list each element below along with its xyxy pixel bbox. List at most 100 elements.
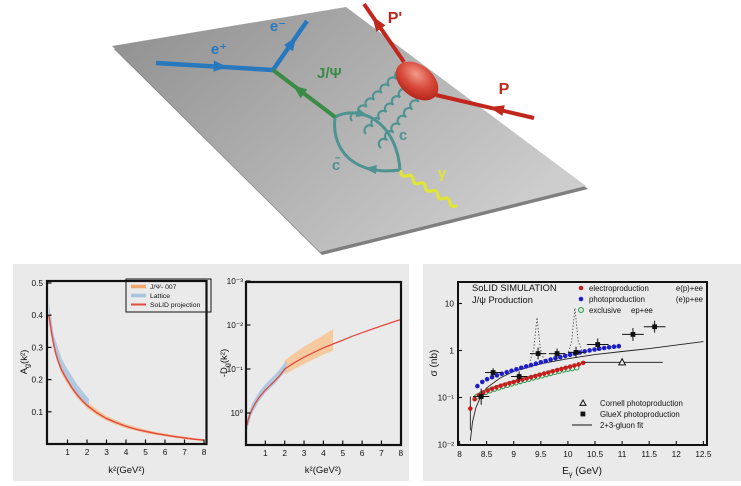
data-point xyxy=(616,343,622,349)
legend-label: 2+3-gluon fit xyxy=(600,421,644,430)
data-point xyxy=(481,390,486,395)
x-tick-label: 9.5 xyxy=(535,449,547,459)
data-point xyxy=(489,386,495,392)
y-tick-label: 0.2 xyxy=(31,375,43,385)
photon-label: γ xyxy=(438,165,447,182)
y-tick-label: 10⁰ xyxy=(230,408,243,418)
x-tick-label: 3 xyxy=(302,448,307,458)
data-point xyxy=(504,369,510,375)
data-point xyxy=(498,383,504,389)
y-tick-label: 10⁻² xyxy=(438,440,455,450)
gluex-point xyxy=(516,374,522,379)
jpsi007-band xyxy=(284,329,334,375)
x-tick-label: 3 xyxy=(104,447,109,457)
data-point xyxy=(480,379,485,385)
charm-arrow xyxy=(355,108,369,117)
data-point xyxy=(606,345,612,350)
gluex-point xyxy=(478,394,484,399)
data-point xyxy=(567,352,573,358)
data-point xyxy=(494,373,500,378)
y-tick-label: 10⁻³ xyxy=(227,276,244,286)
legend-channel: e(p)+ee xyxy=(676,284,703,293)
x-tick-label: 8 xyxy=(457,449,462,459)
data-point xyxy=(489,374,495,380)
x-tick-label: 10.5 xyxy=(587,449,604,459)
solid-projection xyxy=(246,318,401,426)
plot-title-line: J/ψ Production xyxy=(472,295,533,305)
series-gluex xyxy=(473,320,666,405)
data-point xyxy=(601,345,607,351)
x-axis-label: Eγ (GeV) xyxy=(562,466,602,479)
plot-frame xyxy=(45,279,208,446)
data-point xyxy=(550,369,555,374)
proton-in-label: P xyxy=(499,81,510,98)
data-point xyxy=(484,376,490,382)
data-point xyxy=(494,385,499,390)
legend-label: Cornell photoproduction xyxy=(600,399,683,408)
x-tick-label: 9 xyxy=(511,449,516,459)
data-point xyxy=(468,406,473,411)
legend-label: exclusive xyxy=(589,306,621,315)
data-point xyxy=(533,361,539,367)
gluex-point xyxy=(573,350,579,355)
data-point xyxy=(553,356,558,361)
data-point xyxy=(562,353,568,359)
plot-title-line: SoLID SIMULATION xyxy=(472,283,557,293)
y-axis-label: -Dg(k²) xyxy=(219,349,232,377)
data-point xyxy=(546,370,551,375)
data-point xyxy=(528,362,534,368)
x-tick-label: 6 xyxy=(360,448,365,458)
data-point xyxy=(538,360,544,365)
x-tick-label: 5 xyxy=(340,448,345,458)
x-tick-label: 8 xyxy=(202,447,207,457)
data-point xyxy=(563,365,568,371)
legend-channel: ep+ee xyxy=(631,306,653,315)
electron-arrow xyxy=(283,36,297,52)
data-point xyxy=(528,374,534,380)
y-tick-label: 0.1 xyxy=(31,407,43,417)
x-tick-label: 8 xyxy=(398,448,403,458)
legend-label: photoproduction xyxy=(589,295,645,304)
gluex-point xyxy=(630,332,636,337)
legend-channel: (e)p+ee xyxy=(676,295,703,304)
charm-quark-line xyxy=(334,111,402,171)
photon-wave xyxy=(399,170,458,209)
positron-label: e⁺ xyxy=(211,41,227,58)
electron-label: e⁻ xyxy=(270,18,286,35)
jpsi-production-diagram: e⁺ e⁻ J/Ψ c c̄ γ P P' xyxy=(112,2,588,255)
x-tick-label: 2 xyxy=(85,447,90,457)
anticharm-arrow xyxy=(364,165,377,174)
legend-label: J/Ψ- 007 xyxy=(150,284,177,291)
jpsi007-band xyxy=(49,310,204,442)
y-axis-label: Ag(k²) xyxy=(19,350,32,375)
data-point xyxy=(543,358,548,364)
data-point xyxy=(519,365,524,371)
legend-label: SoLID projection xyxy=(150,302,200,309)
data-point xyxy=(582,349,587,354)
jpsi-arrow xyxy=(292,85,308,99)
x-tick-label: 10 xyxy=(563,449,573,459)
legend-marker xyxy=(578,296,584,302)
x-tick-label: 1 xyxy=(65,447,70,457)
data-point xyxy=(541,371,547,376)
data-point xyxy=(475,383,480,389)
legend-marker xyxy=(580,411,586,417)
positron-arrow xyxy=(213,60,228,72)
gluex-point xyxy=(652,324,658,330)
diagram-shapes xyxy=(112,2,588,255)
data-point xyxy=(576,362,581,367)
ag-vs-k2-plot: 1 2 3 4 5 6 7 8 0.1 0.2 0.3 0.4 0.5 k²(GeV²) Ag(k²) J/Ψ… xyxy=(19,278,212,476)
data-point xyxy=(567,364,573,370)
data-point xyxy=(572,363,577,368)
x-tick-label: 7 xyxy=(379,448,384,458)
y-tick-label: 0.4 xyxy=(31,310,43,320)
data-point xyxy=(611,344,617,350)
data-point xyxy=(580,360,586,366)
x-tick-label: 11.5 xyxy=(641,449,657,459)
data-point xyxy=(523,364,529,369)
data-point xyxy=(514,367,519,372)
gluon-line-3 xyxy=(377,91,426,149)
charm-quark-label: c xyxy=(399,127,407,144)
x-tick-label: 5 xyxy=(143,447,148,457)
